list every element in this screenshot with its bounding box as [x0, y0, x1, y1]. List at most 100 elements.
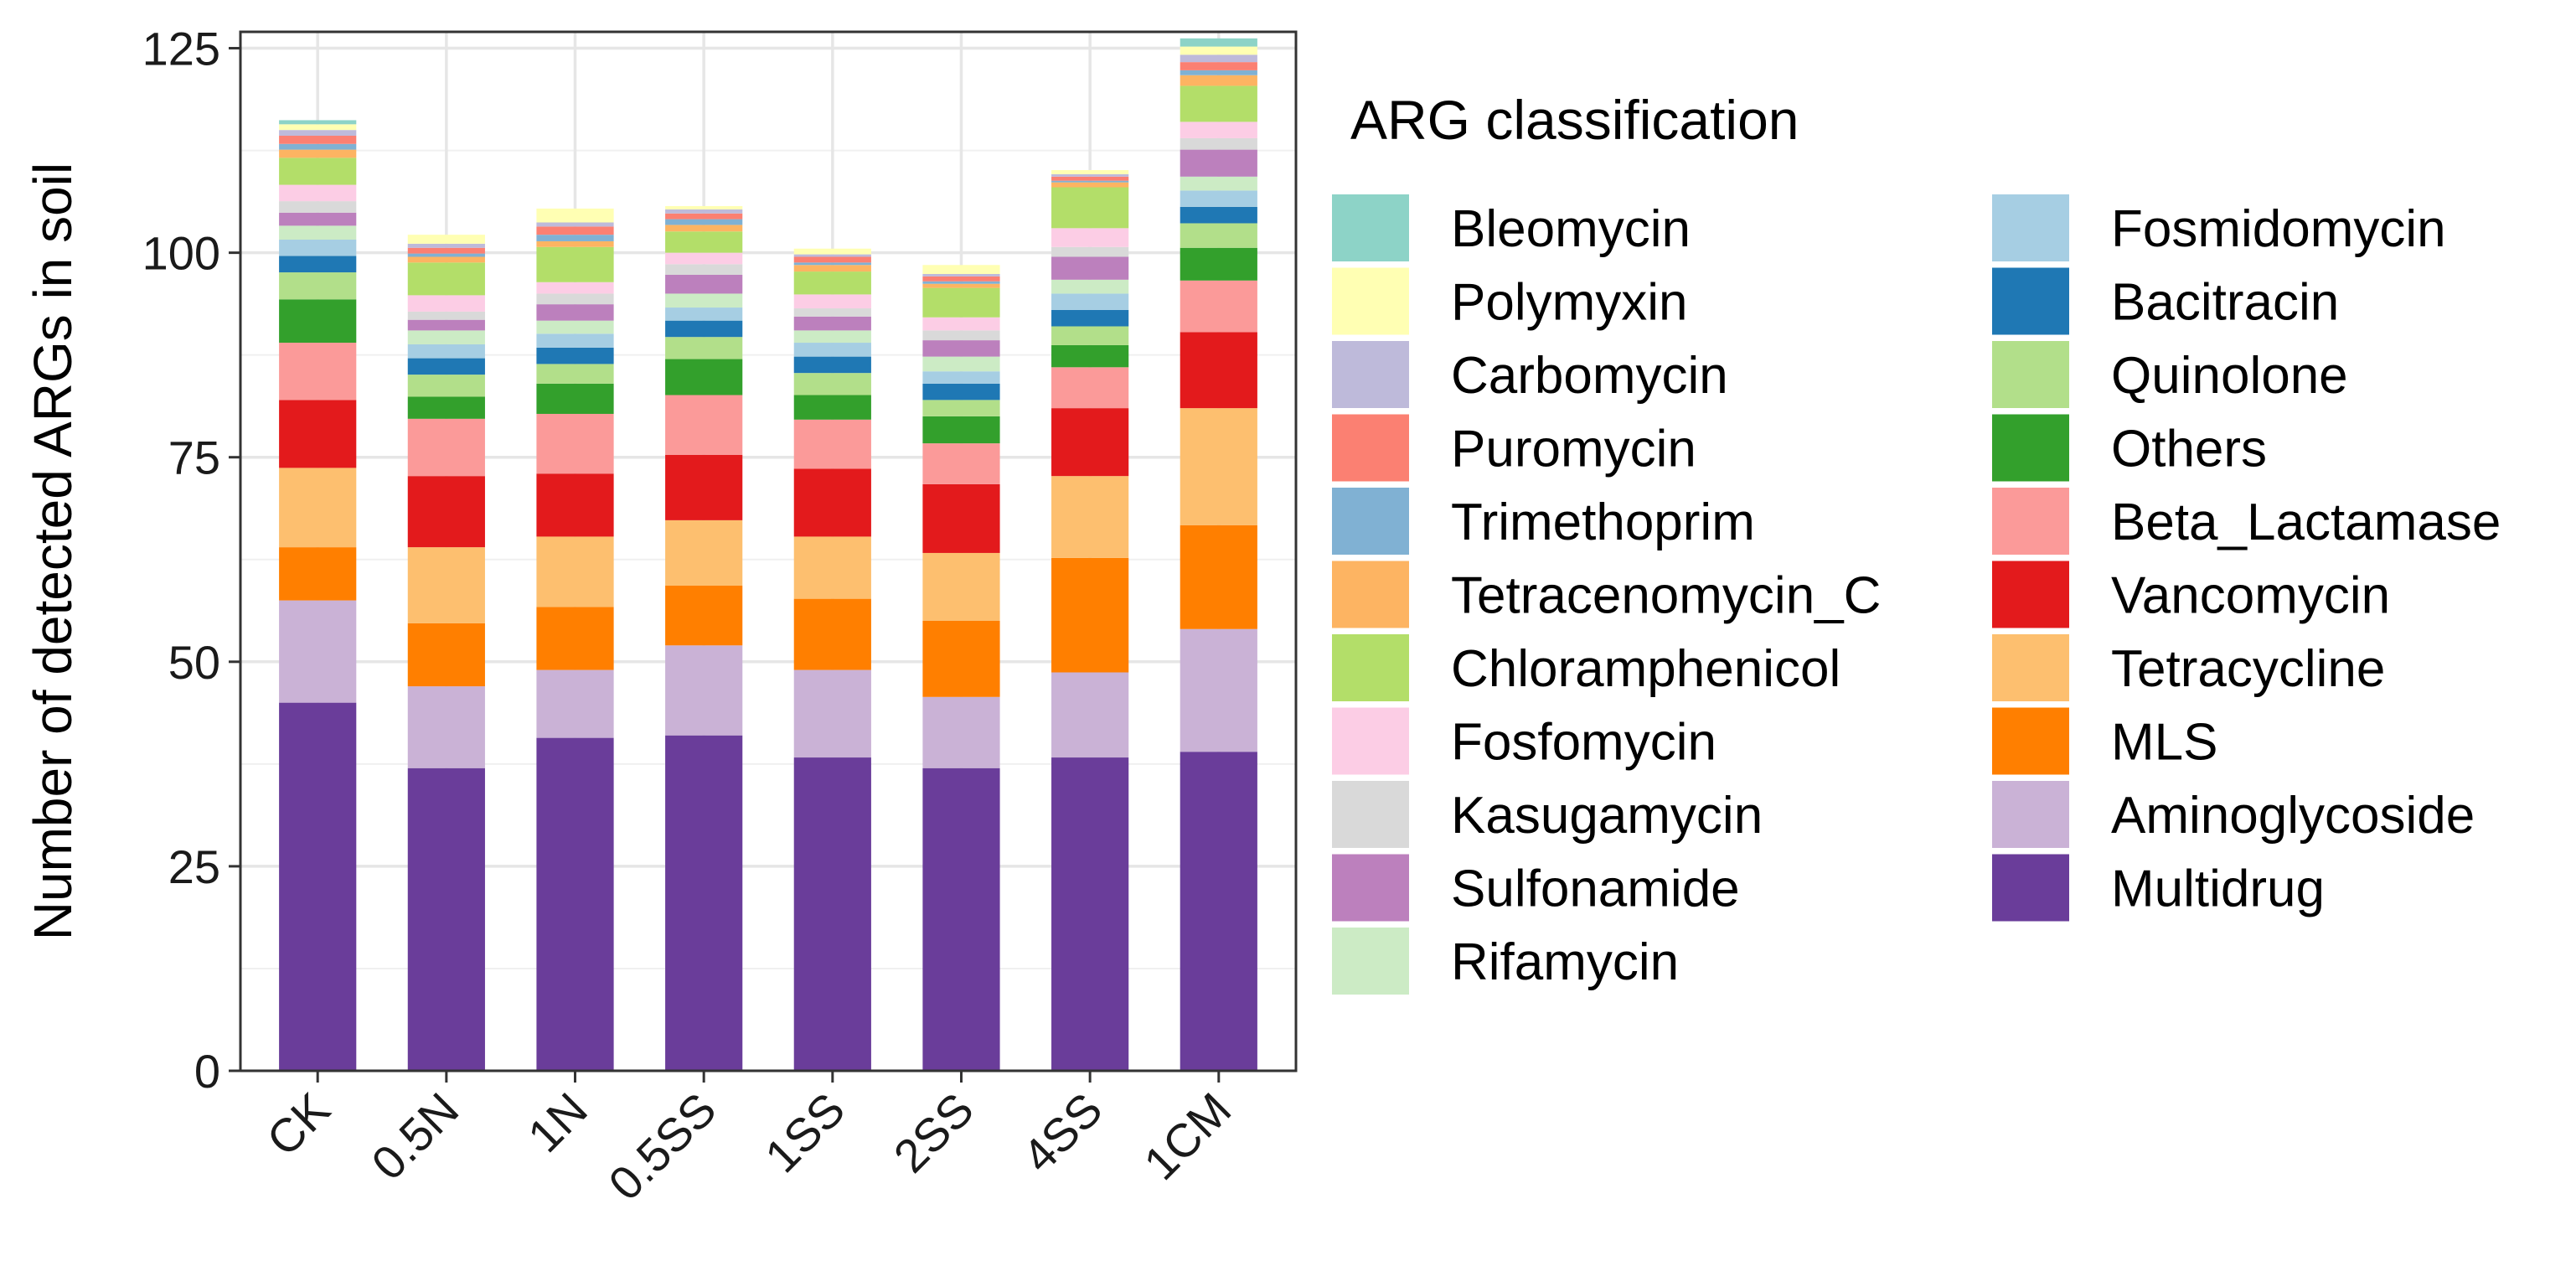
legend-key [1332, 707, 1409, 775]
bar-segment [922, 274, 1000, 276]
bar-segment [536, 226, 614, 235]
bar-segment [793, 757, 871, 1071]
bar-segment [793, 419, 871, 469]
bar-segment [793, 308, 871, 317]
bar-segment [1051, 757, 1129, 1071]
legend-key [1332, 634, 1409, 701]
legend-label: Bacitracin [2111, 274, 2339, 332]
bar-segment [922, 696, 1000, 768]
bar-segment [922, 416, 1000, 444]
y-tick-label: 25 [168, 840, 220, 893]
bar-segment [1051, 557, 1129, 673]
bar-segment [1180, 75, 1257, 86]
bar-segment [1051, 228, 1129, 247]
legend-key [1992, 194, 2069, 261]
bar-segment [407, 476, 485, 548]
bar-segment [407, 330, 485, 344]
bar-segment [1051, 256, 1129, 280]
bar-segment [407, 767, 485, 1071]
legend-key [1332, 561, 1409, 628]
bar-segment [922, 283, 1000, 288]
bar-segment [536, 737, 614, 1071]
bar-segment [665, 225, 743, 232]
bar-segment [1051, 182, 1129, 188]
bar-segment [1180, 85, 1257, 122]
bar-segment [793, 373, 871, 395]
bar-segment [407, 319, 485, 331]
bar-segment [536, 364, 614, 384]
bar-segment [279, 702, 357, 1071]
bar-segment [1180, 137, 1257, 150]
bar-segment [665, 264, 743, 275]
bar-segment [407, 344, 485, 359]
bar-segment [922, 356, 1000, 372]
y-tick-label: 100 [142, 227, 220, 280]
bar-segment [1180, 280, 1257, 333]
legend-title: ARG classification [1350, 89, 1799, 151]
legend-label: Multidrug [2111, 860, 2325, 918]
bar-segment [922, 276, 1000, 282]
bar-segment [793, 330, 871, 344]
legend-key [1332, 414, 1409, 482]
legend-label: Puromycin [1451, 421, 1696, 478]
legend-key [1992, 781, 2069, 848]
legend-label: Others [2111, 421, 2267, 478]
bar-segment [665, 645, 743, 736]
bar-segment [279, 120, 357, 125]
bar-segment [793, 265, 871, 272]
bar-segment [279, 240, 357, 256]
bar-segment [922, 767, 1000, 1071]
bar-segment [922, 371, 1000, 384]
bar-segment [1051, 180, 1129, 183]
legend-label: Rifamycin [1451, 933, 1679, 991]
bar-segment [1051, 672, 1129, 758]
legend-label: Fosfomycin [1451, 714, 1716, 772]
bar-segment [1180, 62, 1257, 70]
legend-label: Trimethoprim [1451, 494, 1755, 551]
legend-label: Beta_Lactamase [2111, 494, 2501, 551]
legend-label: Vancomycin [2111, 567, 2390, 625]
bar-segment [407, 295, 485, 312]
bar-segment [793, 669, 871, 758]
bar-segment [1051, 187, 1129, 229]
bar-segment [536, 607, 614, 670]
legend-label: Carbomycin [1451, 347, 1728, 405]
bar-segment [536, 222, 614, 227]
bar-segment [407, 262, 485, 296]
legend-key [1332, 854, 1409, 922]
bar-segment [536, 304, 614, 321]
bar-segment [407, 235, 485, 244]
bar-segment [665, 219, 743, 225]
bar-segment [1180, 121, 1257, 138]
bar-segment [407, 623, 485, 687]
legend-key [1992, 488, 2069, 555]
bar-segment [793, 248, 871, 255]
bar-segment [1051, 173, 1129, 177]
bar-segment [536, 473, 614, 537]
bar-segment [536, 333, 614, 348]
bar-segment [922, 340, 1000, 357]
y-tick-label: 0 [194, 1045, 220, 1098]
bar-segment [407, 547, 485, 623]
bar-segment [536, 246, 614, 282]
bar-segment [793, 256, 871, 263]
bar-segment [407, 375, 485, 397]
bar-segment [279, 124, 357, 131]
bar-segment [407, 256, 485, 263]
bar-segment [1051, 344, 1129, 368]
bar-segment [793, 395, 871, 420]
bar-segment [536, 347, 614, 364]
bar-segment [1180, 46, 1257, 55]
bar-segment [1051, 408, 1129, 477]
legend-key [1332, 341, 1409, 408]
bar-segment [1180, 223, 1257, 248]
bar-segment [793, 294, 871, 309]
bar-segment [665, 293, 743, 308]
bar-segment [536, 208, 614, 223]
x-tick-label: 2SS [884, 1083, 983, 1182]
bar-segment [922, 287, 1000, 318]
bar-segment [1180, 190, 1257, 207]
bar-segment [407, 358, 485, 375]
y-tick-label: 50 [168, 636, 220, 689]
